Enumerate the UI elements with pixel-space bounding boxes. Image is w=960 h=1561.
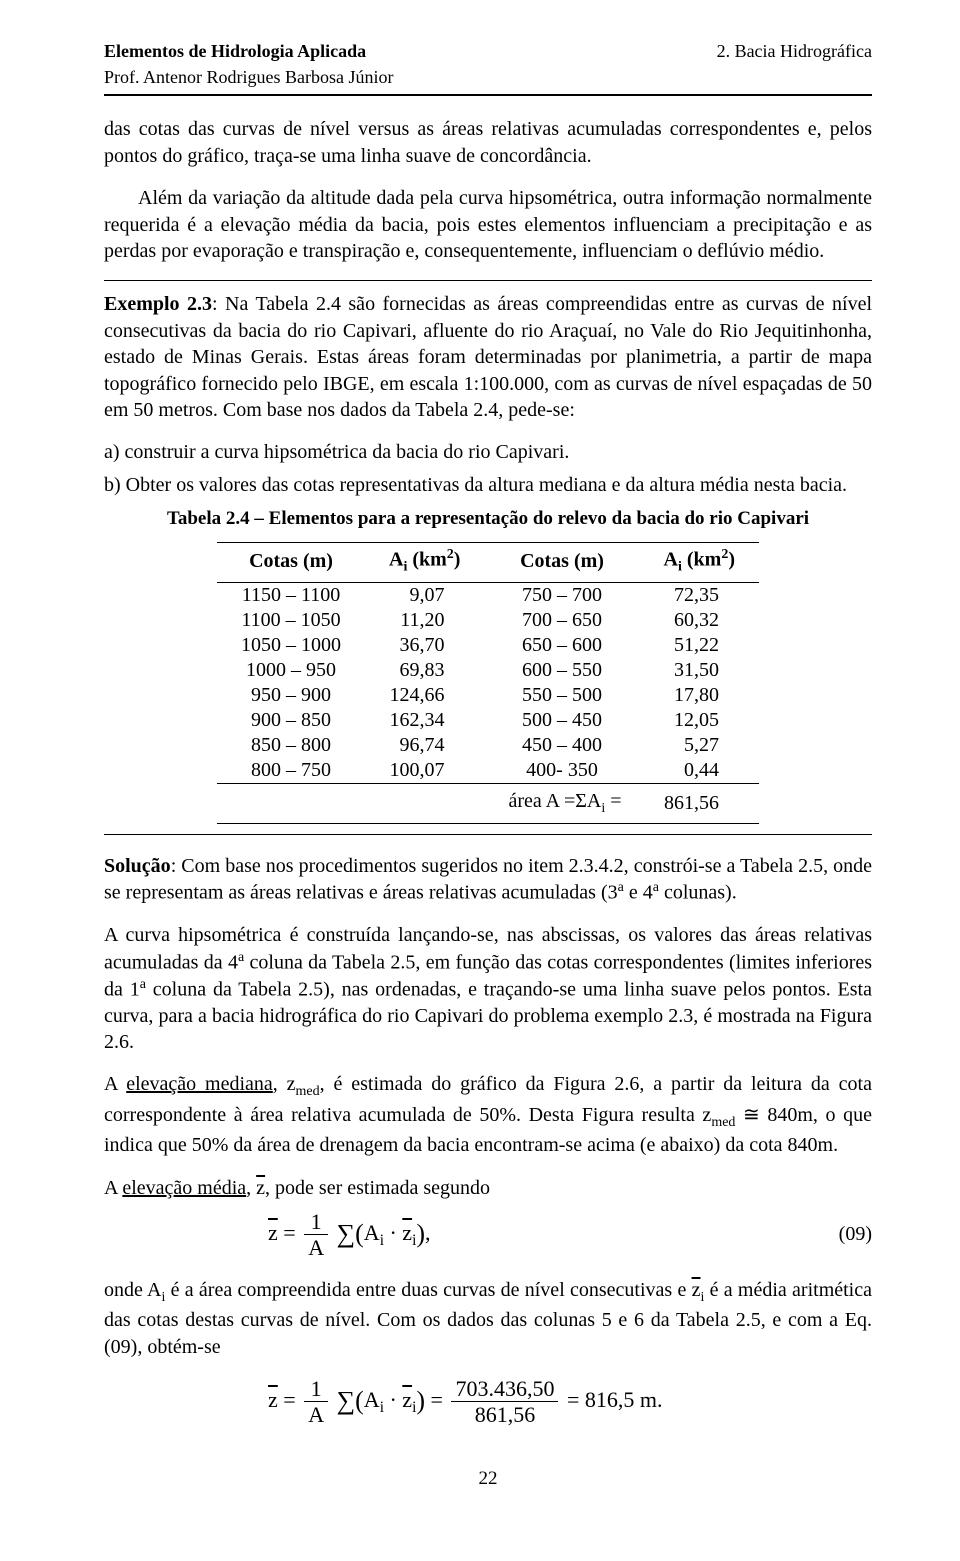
sigma-icon: ∑	[337, 1386, 356, 1415]
example-separator-bottom	[104, 834, 872, 835]
equation-09-body: z = 1 A ∑(Ai · zi),	[104, 1209, 792, 1261]
table-body: 1150 – 11009,07750 – 70072,35 1100 – 105…	[217, 582, 759, 823]
table-row: 1150 – 11009,07750 – 70072,35	[217, 582, 759, 608]
item-b: b) Obter os valores das cotas representa…	[104, 472, 872, 498]
table-row: 900 – 850162,34500 – 45012,05	[217, 708, 759, 733]
header-author: Prof. Antenor Rodrigues Barbosa Júnior	[104, 67, 872, 88]
paragraph-1: das cotas das curvas de nível versus as …	[104, 116, 872, 169]
data-table: Cotas (m) Ai (km2) Cotas (m) Ai (km2) 11…	[217, 542, 759, 824]
table-row: 1100 – 105011,20700 – 65060,32	[217, 608, 759, 633]
equation-09: z = 1 A ∑(Ai · zi), (09)	[104, 1209, 872, 1261]
equation-final-body: z = 1 A ∑(Ai · zi) = 703.436,50 861,56 =…	[104, 1376, 792, 1428]
th-cotas-2: Cotas (m)	[484, 543, 639, 583]
table-caption: Tabela 2.4 – Elementos para a representa…	[104, 508, 872, 530]
equation-09-number: (09)	[792, 1223, 872, 1246]
example-items: a) construir a curva hipsométrica da bac…	[104, 439, 872, 498]
area-total-label: área A =ΣAi =	[484, 783, 639, 823]
solution-label: Solução	[104, 855, 171, 877]
th-area-1: Ai (km2)	[365, 543, 484, 583]
table-total-row: área A =ΣAi = 861,56	[217, 783, 759, 823]
sigma-icon: ∑	[337, 1219, 356, 1248]
table-row: 1000 – 95069,83600 – 55031,50	[217, 658, 759, 683]
header-chapter: 2. Bacia Hidrográfica	[717, 40, 872, 63]
table-row: 1050 – 100036,70650 – 60051,22	[217, 633, 759, 658]
page-container: Elementos de Hidrologia Aplicada 2. Baci…	[0, 0, 960, 1540]
solution-paragraph-5: onde Ai é a área compreendida entre duas…	[104, 1277, 872, 1360]
solution-paragraph-2: A curva hipsométrica é construída lançan…	[104, 922, 872, 1055]
paragraph-2: Além da variação da altitude dada pela c…	[104, 185, 872, 264]
item-a: a) construir a curva hipsométrica da bac…	[104, 439, 872, 465]
th-cotas-1: Cotas (m)	[217, 543, 365, 583]
table-row: 800 – 750100,07400- 3500,44	[217, 758, 759, 784]
solution-paragraph-3: A elevação mediana, zmed, é estimada do …	[104, 1071, 872, 1158]
solution-paragraph-4: A elevação média, z, pode ser estimada s…	[104, 1175, 872, 1201]
elevation-mean-term: elevação média	[122, 1177, 246, 1199]
page-number: 22	[104, 1468, 872, 1490]
solution-paragraph-1: Solução: Com base nos procedimentos suge…	[104, 853, 872, 906]
example-paragraph: Exemplo 2.3: Na Tabela 2.4 são fornecida…	[104, 291, 872, 423]
example-separator-top	[104, 280, 872, 281]
th-area-2: Ai (km2)	[640, 543, 759, 583]
table-row: 850 – 80096,74450 – 4005,27	[217, 733, 759, 758]
elevation-median-term: elevação mediana	[126, 1073, 273, 1095]
page-header: Elementos de Hidrologia Aplicada 2. Baci…	[104, 40, 872, 63]
table-row: 950 – 900124,66550 – 50017,80	[217, 683, 759, 708]
equation-final: z = 1 A ∑(Ai · zi) = 703.436,50 861,56 =…	[104, 1376, 872, 1428]
table-header-row: Cotas (m) Ai (km2) Cotas (m) Ai (km2)	[217, 543, 759, 583]
area-total-value: 861,56	[640, 783, 759, 823]
example-body: : Na Tabela 2.4 são fornecidas as áreas …	[104, 293, 872, 421]
header-title: Elementos de Hidrologia Aplicada	[104, 40, 366, 63]
header-rule	[104, 94, 872, 96]
example-label: Exemplo 2.3	[104, 293, 212, 315]
